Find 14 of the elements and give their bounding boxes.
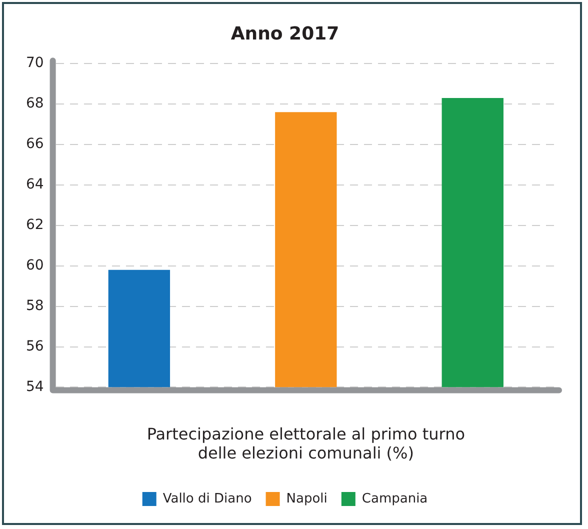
y-tick-label: 56 (26, 338, 44, 354)
y-tick-label: 58 (26, 298, 44, 314)
y-tick-label: 64 (26, 176, 44, 193)
y-tick-label: 68 (26, 96, 44, 112)
y-tick-label: 62 (26, 217, 44, 234)
chart-title: Anno 2017 (230, 23, 340, 44)
legend-label: Vallo di Diano (162, 491, 252, 506)
y-tick-label: 54 (26, 378, 44, 395)
y-tick-label: 60 (26, 257, 44, 274)
legend-label: Napoli (286, 491, 328, 506)
x-axis-title: Partecipazione elettorale al primo turno delle elezioni comunali (%) (146, 424, 465, 463)
legend-label: Campania (362, 491, 428, 506)
y-tick-label: 66 (26, 136, 44, 152)
y-tick-label: 70 (26, 55, 44, 72)
